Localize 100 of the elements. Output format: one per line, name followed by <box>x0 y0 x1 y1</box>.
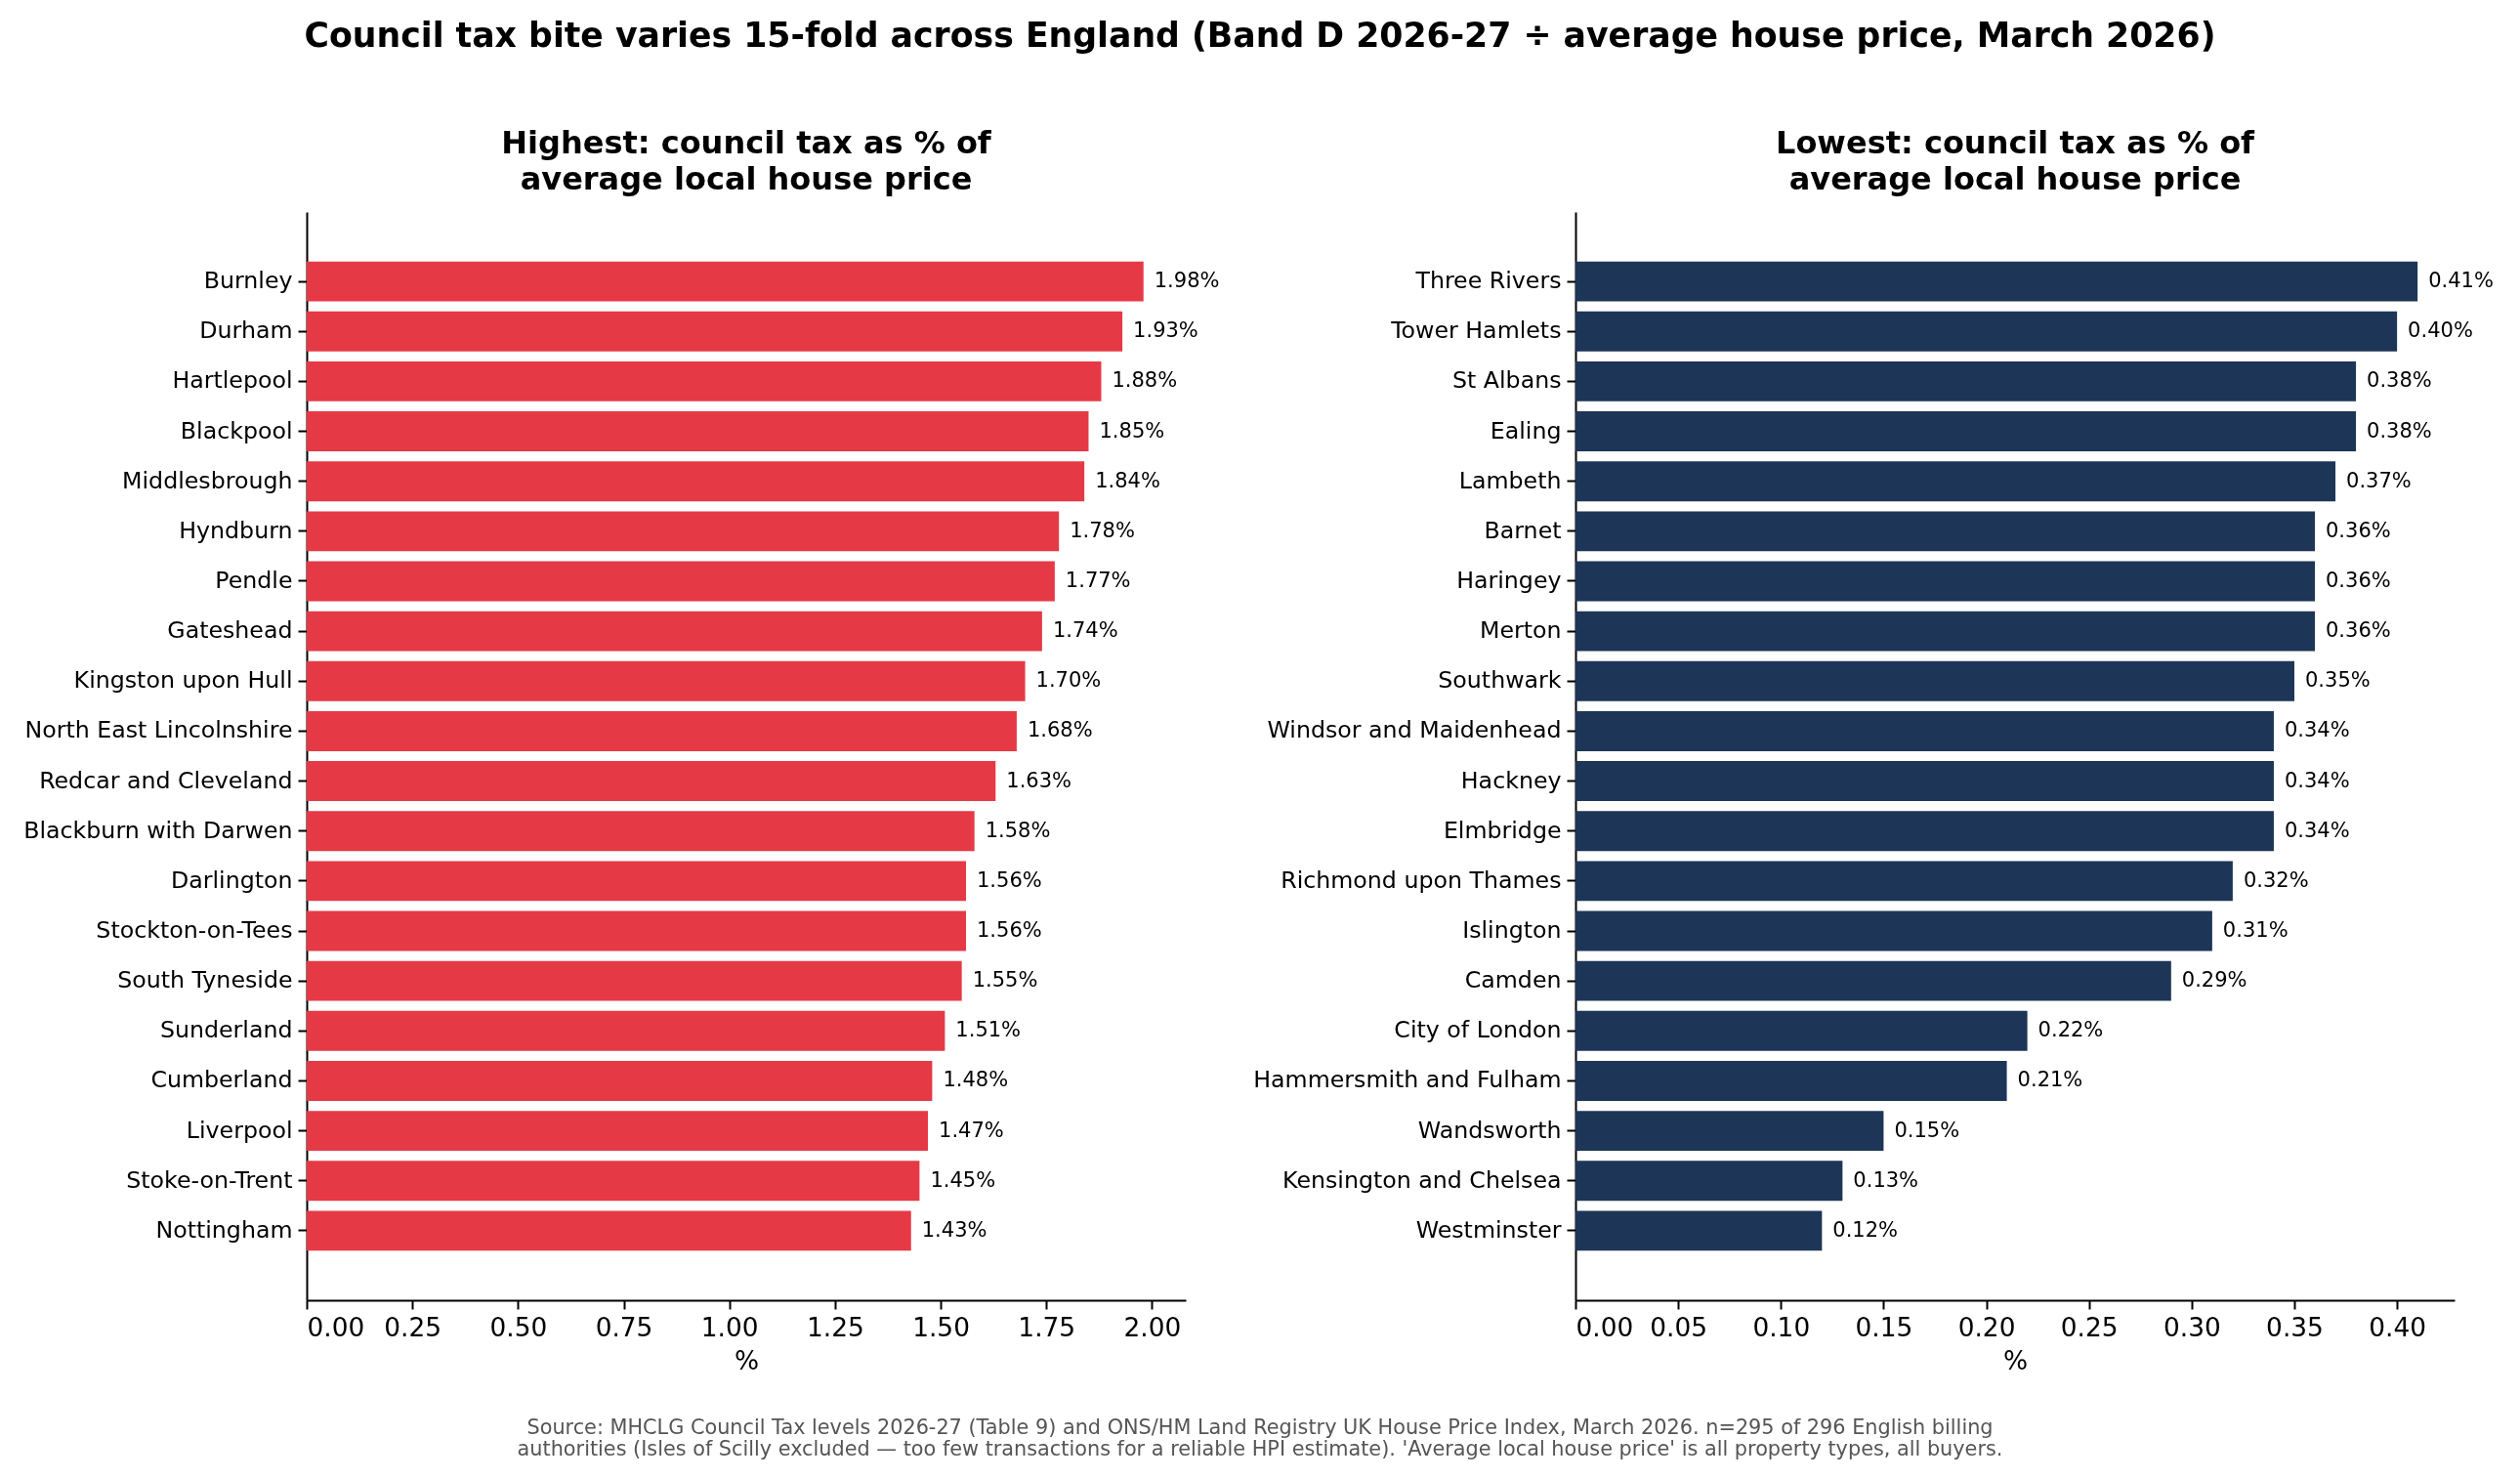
data-label: 1.47% <box>939 1118 1004 1142</box>
x-tick-label: 2.00 <box>1123 1311 1182 1342</box>
bar <box>1575 311 2398 352</box>
data-label: 0.34% <box>2284 768 2350 792</box>
y-tick-label: Islington <box>1462 916 1562 945</box>
data-label: 1.45% <box>930 1167 996 1192</box>
bar <box>1575 861 2233 902</box>
y-tick-label: Liverpool <box>186 1116 293 1144</box>
data-label: 1.93% <box>1133 318 1198 343</box>
data-label: 0.38% <box>2367 368 2432 393</box>
y-tick-label: City of London <box>1394 1016 1562 1044</box>
data-label: 1.55% <box>972 968 1038 993</box>
bar <box>307 710 1017 751</box>
data-label: 0.41% <box>2428 269 2494 293</box>
data-label: 0.13% <box>1853 1167 1919 1192</box>
bar <box>307 511 1060 552</box>
bar <box>307 1061 933 1101</box>
data-label: 0.40% <box>2408 318 2473 343</box>
data-label: 1.74% <box>1052 618 1118 643</box>
bar <box>1575 1010 2028 1051</box>
data-label: 0.36% <box>2326 568 2391 592</box>
bar <box>1575 1210 1823 1251</box>
bar <box>307 1210 911 1251</box>
source-note: Source: MHCLG Council Tax levels 2026-27 (Table 9) and ONS/HM Land Registry UK House Price Index, March 2026. n=295 of 296 English billing authorities (Isles of Scilly excluded — too few transactions for a reliable HPI estimate). 'Average local house price' is all property types, all buyers. <box>516 1416 2004 1460</box>
bar <box>307 461 1085 502</box>
y-tick-label: Lambeth <box>1458 466 1562 494</box>
y-tick-label: Redcar and Cleveland <box>39 766 293 794</box>
y-tick-label: Middlesbrough <box>122 466 293 494</box>
bar <box>307 360 1102 401</box>
data-label: 0.29% <box>2181 968 2247 993</box>
y-tick-label: Richmond upon Thames <box>1281 866 1562 894</box>
bar <box>1575 360 2357 401</box>
y-tick-label: Hackney <box>1460 766 1562 794</box>
data-label: 1.70% <box>1035 668 1102 693</box>
y-tick-label: Elmbridge <box>1443 816 1562 844</box>
y-tick-label: Wandsworth <box>1417 1116 1562 1144</box>
x-axis-title: % <box>2002 1344 2029 1375</box>
y-tick-label: Merton <box>1479 616 1562 645</box>
data-label: 1.78% <box>1070 518 1135 542</box>
x-tick-label: 0.50 <box>489 1311 548 1342</box>
bar <box>1575 611 2316 652</box>
x-tick-label: 1.75 <box>1018 1311 1076 1342</box>
bar <box>307 960 962 1001</box>
y-tick-label: Hartlepool <box>172 366 293 395</box>
y-tick-label: Hyndburn <box>179 516 293 544</box>
bar <box>1575 511 2316 552</box>
data-label: 0.21% <box>2017 1068 2083 1092</box>
bar <box>1575 561 2316 602</box>
data-label: 1.84% <box>1095 468 1160 492</box>
bar <box>307 561 1055 602</box>
y-tick-label: Ealing <box>1490 416 1562 444</box>
y-tick-label: Haringey <box>1456 566 1562 594</box>
data-label: 0.37% <box>2346 468 2412 492</box>
y-tick-label: Stockton-on-Tees <box>96 916 293 945</box>
bar <box>1575 811 2274 852</box>
x-tick-label: 0.40 <box>2369 1311 2426 1342</box>
bar <box>1575 910 2212 951</box>
y-tick-label: Blackpool <box>180 416 293 444</box>
y-tick-label: Gateshead <box>167 616 293 645</box>
data-label: 0.35% <box>2304 668 2371 693</box>
y-tick-label: Hammersmith and Fulham <box>1253 1066 1562 1094</box>
bar <box>307 411 1089 451</box>
x-tick-label: 1.25 <box>806 1311 864 1342</box>
y-tick-label: Darlington <box>171 866 293 894</box>
data-label: 1.77% <box>1065 568 1131 592</box>
y-tick-label: Blackburn with Darwen <box>23 816 293 844</box>
x-tick-label: 1.00 <box>700 1311 759 1342</box>
bar <box>1575 761 2274 802</box>
bar <box>1575 1061 2007 1101</box>
data-label: 0.34% <box>2284 718 2350 742</box>
data-label: 1.43% <box>921 1217 987 1242</box>
data-label: 0.38% <box>2367 418 2432 443</box>
chart-title: Lowest: council tax as % of average local house price <box>1775 124 2256 197</box>
y-tick-label: Southwark <box>1438 666 1562 695</box>
y-tick-label: Camden <box>1464 966 1562 994</box>
bar <box>307 611 1042 652</box>
data-label: 0.31% <box>2222 918 2289 943</box>
x-tick-label: 1.50 <box>912 1311 970 1342</box>
data-label: 1.85% <box>1099 418 1165 443</box>
x-tick-label: 0.75 <box>595 1311 653 1342</box>
x-tick-label: 0.25 <box>384 1311 442 1342</box>
x-tick-label: 0.20 <box>1957 1311 2016 1342</box>
y-tick-label: St Albans <box>1451 366 1562 395</box>
bar <box>1575 411 2357 451</box>
bar <box>307 261 1144 302</box>
bar <box>1575 1111 1884 1152</box>
bar <box>1575 1161 1843 1202</box>
bar <box>307 660 1026 701</box>
data-label: 1.98% <box>1154 269 1220 293</box>
bar <box>1575 461 2336 502</box>
y-tick-label: Pendle <box>215 566 293 594</box>
bar <box>1575 660 2294 701</box>
y-tick-label: Burnley <box>203 267 293 295</box>
data-label: 0.36% <box>2326 518 2391 542</box>
x-tick-label: 0.35 <box>2266 1311 2324 1342</box>
y-tick-label: Three Rivers <box>1414 267 1562 295</box>
data-label: 0.36% <box>2326 618 2391 643</box>
bar <box>307 761 996 802</box>
y-tick-label: North East Lincolnshire <box>24 716 293 744</box>
bar <box>1575 960 2171 1001</box>
